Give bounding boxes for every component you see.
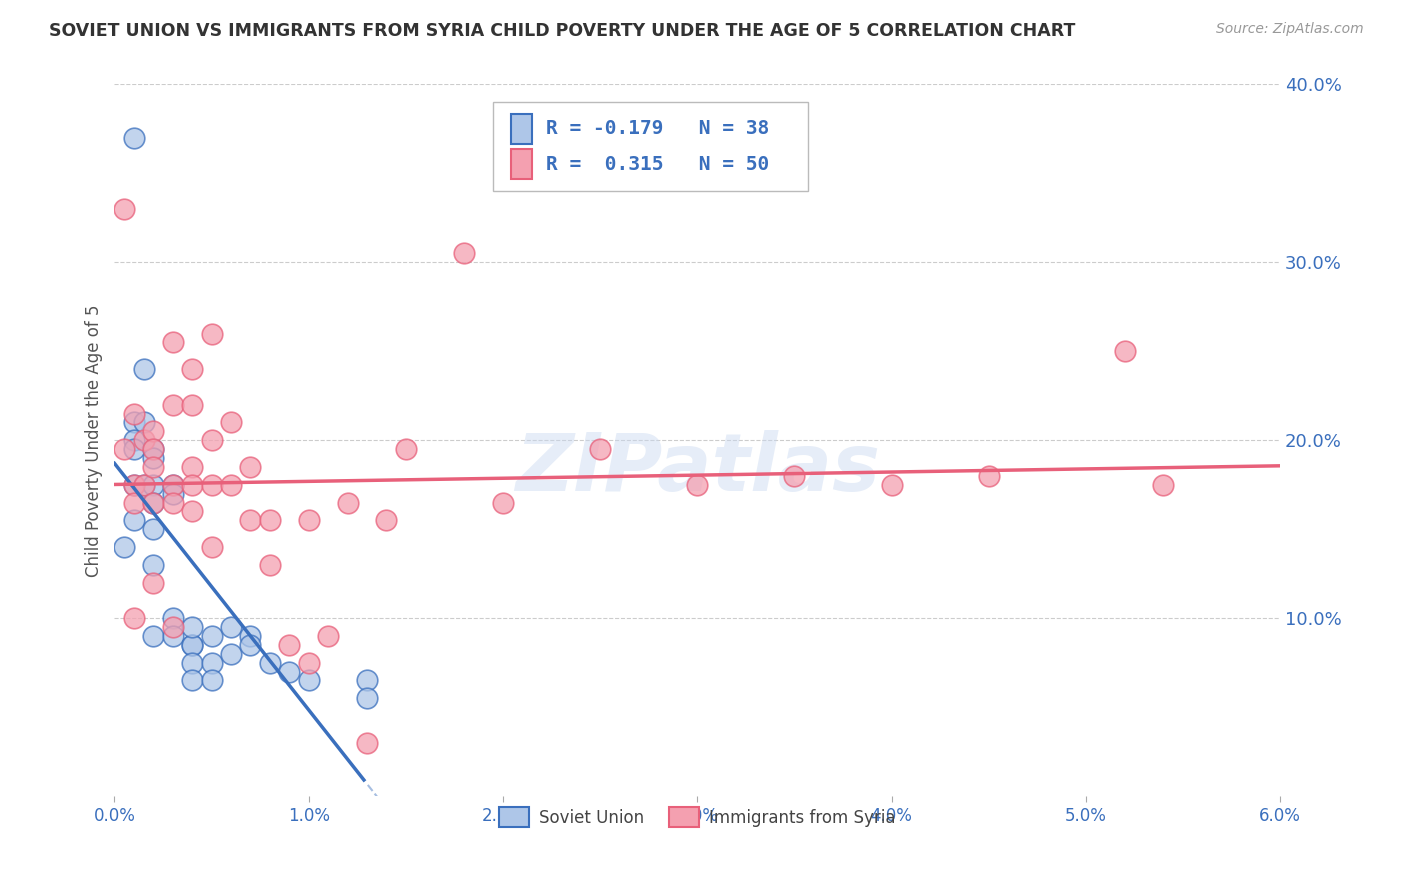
Point bbox=[880, 477, 903, 491]
Text: R = -0.179   N = 38: R = -0.179 N = 38 bbox=[546, 119, 769, 138]
Point bbox=[181, 362, 204, 376]
Point bbox=[142, 442, 165, 457]
Text: Source: ZipAtlas.com: Source: ZipAtlas.com bbox=[1216, 22, 1364, 37]
Point bbox=[181, 459, 204, 474]
Point bbox=[278, 665, 301, 679]
Point bbox=[162, 611, 184, 625]
Point bbox=[316, 629, 339, 643]
Point bbox=[239, 459, 262, 474]
Point bbox=[298, 656, 321, 670]
Legend: Soviet Union, Immigrants from Syria: Soviet Union, Immigrants from Syria bbox=[492, 800, 903, 834]
Point bbox=[162, 629, 184, 643]
Point bbox=[112, 540, 135, 554]
Text: R =  0.315   N = 50: R = 0.315 N = 50 bbox=[546, 155, 769, 174]
Point bbox=[200, 540, 222, 554]
Point bbox=[122, 442, 145, 457]
Point bbox=[122, 407, 145, 421]
Point bbox=[142, 522, 165, 536]
Point bbox=[336, 495, 359, 509]
Point bbox=[162, 335, 184, 350]
Point bbox=[298, 673, 321, 688]
Point bbox=[162, 486, 184, 500]
Point bbox=[132, 416, 155, 430]
Point bbox=[200, 673, 222, 688]
Point bbox=[142, 459, 165, 474]
Point bbox=[200, 629, 222, 643]
Point bbox=[453, 246, 475, 260]
Point bbox=[162, 620, 184, 634]
Point bbox=[132, 477, 155, 491]
Point bbox=[278, 638, 301, 652]
Point bbox=[181, 638, 204, 652]
Point bbox=[1153, 477, 1175, 491]
Point bbox=[142, 629, 165, 643]
Point bbox=[356, 736, 378, 750]
Text: ZIPatlas: ZIPatlas bbox=[515, 430, 880, 508]
Point bbox=[132, 477, 155, 491]
Point bbox=[686, 477, 709, 491]
Point bbox=[142, 575, 165, 590]
Point bbox=[298, 513, 321, 527]
Point bbox=[200, 477, 222, 491]
Point bbox=[181, 398, 204, 412]
Point bbox=[112, 442, 135, 457]
Point bbox=[239, 513, 262, 527]
Point bbox=[181, 620, 204, 634]
Point bbox=[162, 495, 184, 509]
Point bbox=[142, 442, 165, 457]
Point bbox=[122, 513, 145, 527]
Point bbox=[142, 495, 165, 509]
Point bbox=[181, 656, 204, 670]
Point bbox=[259, 656, 281, 670]
Point bbox=[492, 495, 515, 509]
Point bbox=[783, 468, 806, 483]
Point bbox=[112, 202, 135, 216]
Point bbox=[239, 629, 262, 643]
Point bbox=[181, 673, 204, 688]
Point bbox=[122, 416, 145, 430]
Point bbox=[181, 477, 204, 491]
Point bbox=[375, 513, 398, 527]
Text: SOVIET UNION VS IMMIGRANTS FROM SYRIA CHILD POVERTY UNDER THE AGE OF 5 CORRELATI: SOVIET UNION VS IMMIGRANTS FROM SYRIA CH… bbox=[49, 22, 1076, 40]
Point bbox=[142, 558, 165, 572]
Point bbox=[132, 434, 155, 448]
Y-axis label: Child Poverty Under the Age of 5: Child Poverty Under the Age of 5 bbox=[86, 304, 103, 576]
Point bbox=[162, 398, 184, 412]
Point bbox=[259, 513, 281, 527]
FancyBboxPatch shape bbox=[494, 103, 808, 191]
Point bbox=[142, 477, 165, 491]
Point bbox=[181, 504, 204, 518]
Point bbox=[181, 638, 204, 652]
Point bbox=[122, 477, 145, 491]
Point bbox=[356, 673, 378, 688]
Point bbox=[132, 362, 155, 376]
Point bbox=[239, 638, 262, 652]
Point bbox=[259, 558, 281, 572]
Point bbox=[142, 425, 165, 439]
Point bbox=[395, 442, 418, 457]
Point bbox=[589, 442, 612, 457]
Point bbox=[219, 416, 242, 430]
Point bbox=[162, 477, 184, 491]
Point bbox=[219, 620, 242, 634]
Point bbox=[142, 451, 165, 466]
Bar bbox=[510, 113, 531, 144]
Point bbox=[356, 691, 378, 706]
Point bbox=[219, 647, 242, 661]
Bar bbox=[510, 149, 531, 179]
Point bbox=[1114, 344, 1136, 359]
Point bbox=[162, 477, 184, 491]
Point bbox=[122, 130, 145, 145]
Point bbox=[122, 611, 145, 625]
Point bbox=[200, 326, 222, 341]
Point bbox=[200, 434, 222, 448]
Point bbox=[122, 477, 145, 491]
Point bbox=[977, 468, 1000, 483]
Point bbox=[122, 495, 145, 509]
Point bbox=[142, 495, 165, 509]
Point bbox=[200, 656, 222, 670]
Point bbox=[122, 434, 145, 448]
Point bbox=[219, 477, 242, 491]
